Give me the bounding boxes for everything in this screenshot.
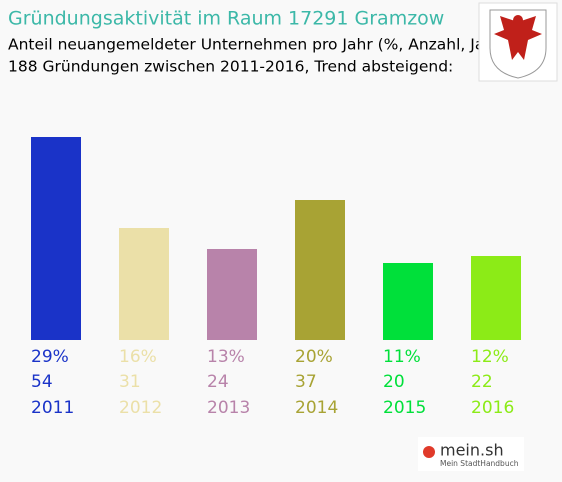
coat-of-arms: [478, 2, 558, 82]
value-label: 13%: [207, 347, 245, 367]
value-label: 20%: [295, 347, 333, 367]
count-label: 54: [31, 372, 53, 392]
bar: [295, 200, 345, 340]
logo: mein.sh Mein StadtHandbuch: [418, 437, 524, 471]
logo-box: [418, 437, 524, 471]
value-label: 29%: [31, 347, 69, 367]
x-tick-label: 2014: [295, 398, 338, 418]
count-label: 24: [207, 372, 229, 392]
count-label: 31: [119, 372, 141, 392]
subtitle: 188 Gründungen zwischen 2011-2016, Trend…: [8, 58, 453, 76]
bar: [31, 137, 81, 340]
x-tick-label: 2016: [471, 398, 514, 418]
logo-icon: [423, 446, 435, 458]
x-tick-label: 2012: [119, 398, 162, 418]
bar: [471, 256, 521, 340]
count-label: 37: [295, 372, 317, 392]
count-label: 20: [383, 372, 405, 392]
logo-tagline: Mein StadtHandbuch: [440, 459, 519, 468]
chart-title: Gründungsaktivität im Raum 17291 Gramzow: [8, 8, 444, 30]
value-label: 11%: [383, 347, 421, 367]
bar: [119, 228, 169, 340]
value-label: 12%: [471, 347, 509, 367]
logo-name: mein.sh: [440, 441, 504, 460]
bar: [207, 249, 257, 340]
x-tick-label: 2013: [207, 398, 250, 418]
x-tick-label: 2015: [383, 398, 426, 418]
count-label: 22: [471, 372, 493, 392]
bar: [383, 263, 433, 340]
value-label: 16%: [119, 347, 157, 367]
x-tick-label: 2011: [31, 398, 74, 418]
subtitle: Anteil neuangemeldeter Unternehmen pro J…: [8, 36, 507, 54]
